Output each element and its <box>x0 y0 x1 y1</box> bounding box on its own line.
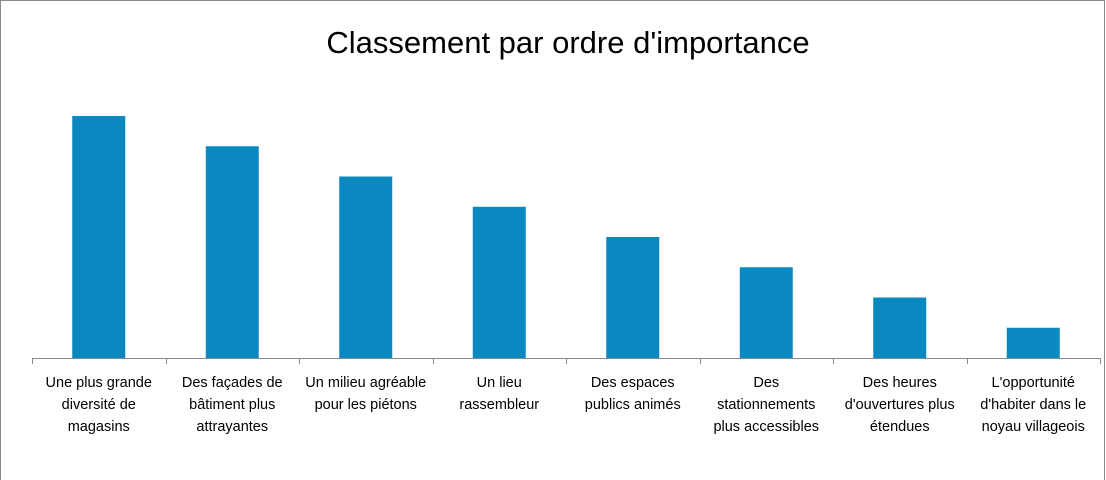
x-tick-label: Une plus grande diversité de magasins <box>45 375 152 435</box>
x-tick-label: L'opportunité d'habiter dans le noyau vi… <box>980 375 1087 435</box>
x-tick-label: Des heures d'ouvertures plus étendues <box>844 375 955 435</box>
bar <box>205 146 259 358</box>
bar <box>339 176 393 358</box>
bar <box>606 237 660 358</box>
x-tick-label: Un lieu rassembleur <box>459 375 540 413</box>
bar <box>472 206 526 358</box>
x-tick-label: Un milieu agréable pour les piétons <box>305 375 427 413</box>
x-tick-label: Des espaces publics animés <box>584 375 681 413</box>
x-tick-label: Des façades de bâtiment plus attrayantes <box>181 375 283 435</box>
chart-title: Classement par ordre d'importance <box>326 25 809 60</box>
bar <box>1006 327 1060 358</box>
bar <box>72 116 126 358</box>
x-tick-label: Des stationnements plus accessibles <box>713 375 820 435</box>
bar <box>739 267 793 358</box>
bar <box>873 297 927 358</box>
